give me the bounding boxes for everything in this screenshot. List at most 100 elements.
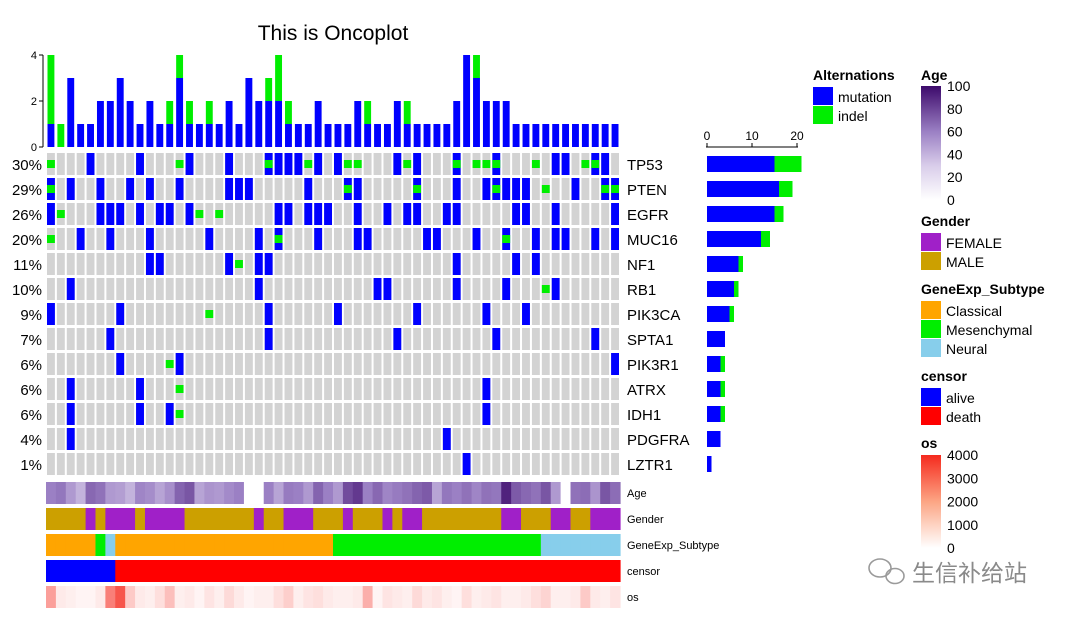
top-bar-mutation	[67, 78, 75, 147]
matrix-cell	[373, 253, 382, 275]
matrix-cell	[165, 428, 174, 450]
matrix-cell	[126, 453, 135, 475]
top-bar-mutation	[304, 124, 312, 147]
side-bar-mutation	[707, 406, 721, 422]
censor-cell	[530, 560, 542, 582]
matrix-cell	[155, 378, 164, 400]
top-bar-mutation	[591, 124, 599, 147]
matrix-cell	[423, 178, 431, 200]
matrix-cell	[541, 353, 550, 375]
os-cell	[46, 586, 57, 608]
mutation-cell	[274, 203, 283, 225]
matrix-cell	[205, 153, 214, 175]
matrix-cell	[185, 303, 194, 325]
matrix-cell	[334, 203, 342, 225]
matrix-cell	[304, 303, 313, 325]
top-bar-mutation	[47, 124, 55, 147]
subtype-cell	[125, 534, 136, 556]
mutation-cell	[66, 428, 75, 450]
age-cell	[194, 482, 205, 504]
matrix-cell	[324, 453, 332, 475]
matrix-cell	[244, 378, 253, 400]
matrix-cell	[334, 378, 342, 400]
gender-cell	[392, 508, 403, 530]
matrix-cell	[165, 453, 174, 475]
matrix-cell	[383, 153, 392, 175]
matrix-cell	[304, 403, 313, 425]
matrix-cell	[106, 378, 115, 400]
subtype-cell	[243, 534, 255, 556]
matrix-cell	[363, 378, 372, 400]
legend-os-tick-label: 0	[947, 540, 955, 556]
matrix-cell	[126, 228, 135, 250]
gender-cell	[105, 508, 116, 530]
gene-percent-label: 1%	[20, 457, 42, 474]
matrix-cell	[413, 428, 422, 450]
legend-subtype-title: GeneExp_Subtype	[921, 281, 1045, 297]
matrix-cell	[492, 378, 501, 400]
legend-male-swatch	[921, 252, 941, 270]
matrix-cell	[264, 178, 273, 200]
matrix-cell	[235, 228, 243, 250]
matrix-cell	[244, 228, 253, 250]
top-bar-mutation	[512, 124, 520, 147]
matrix-cell	[126, 153, 135, 175]
os-cell	[313, 586, 324, 608]
matrix-cell	[264, 403, 273, 425]
matrix-cell	[442, 228, 451, 250]
matrix-cell	[343, 203, 352, 225]
mutation-cell	[472, 228, 481, 250]
matrix-cell	[324, 278, 332, 300]
matrix-cell	[195, 378, 204, 400]
gender-cell	[194, 508, 205, 530]
gene-name-label: NF1	[627, 257, 655, 274]
matrix-cell	[601, 453, 610, 475]
matrix-cell	[165, 228, 174, 250]
top-bar-mutation	[225, 101, 233, 147]
age-cell	[511, 482, 522, 504]
matrix-cell	[195, 178, 204, 200]
matrix-cell	[215, 303, 224, 325]
age-cell	[402, 482, 413, 504]
gender-cell	[174, 508, 186, 530]
subtype-cell	[85, 534, 97, 556]
os-cell	[85, 586, 97, 608]
matrix-cell	[56, 253, 65, 275]
side-bar-mutation	[707, 356, 721, 372]
matrix-cell	[324, 303, 332, 325]
legend-female-label: FEMALE	[946, 235, 1002, 251]
censor-cell	[174, 560, 186, 582]
top-bar-mutation	[275, 101, 283, 147]
matrix-cell	[195, 353, 204, 375]
mutation-cell	[561, 153, 570, 175]
gene-name-label: LZTR1	[627, 457, 673, 474]
age-cell	[234, 482, 245, 504]
annotation-track-label: censor	[627, 566, 660, 578]
matrix-cell	[482, 428, 491, 450]
matrix-cell	[423, 153, 431, 175]
mutation-cell	[86, 153, 95, 175]
top-bar-mutation	[463, 55, 471, 147]
mutation-cell	[304, 203, 313, 225]
top-axis-tick-label: 2	[31, 96, 37, 108]
matrix-cell	[76, 253, 85, 275]
mutation-cell	[611, 353, 619, 375]
mutation-cell	[254, 228, 263, 250]
matrix-cell	[225, 278, 234, 300]
matrix-cell	[442, 453, 451, 475]
matrix-cell	[126, 303, 135, 325]
censor-cell	[441, 560, 453, 582]
matrix-cell	[561, 403, 570, 425]
matrix-cell	[294, 303, 303, 325]
mutation-cell	[175, 353, 184, 375]
matrix-cell	[432, 278, 441, 300]
os-cell	[115, 586, 126, 608]
matrix-cell	[205, 378, 214, 400]
indel-mark	[403, 160, 412, 168]
matrix-cell	[403, 353, 412, 375]
legend-indel-label: indel	[838, 108, 868, 124]
matrix-cell	[314, 253, 323, 275]
matrix-cell	[492, 278, 501, 300]
mutation-cell	[254, 253, 263, 275]
matrix-cell	[383, 228, 392, 250]
